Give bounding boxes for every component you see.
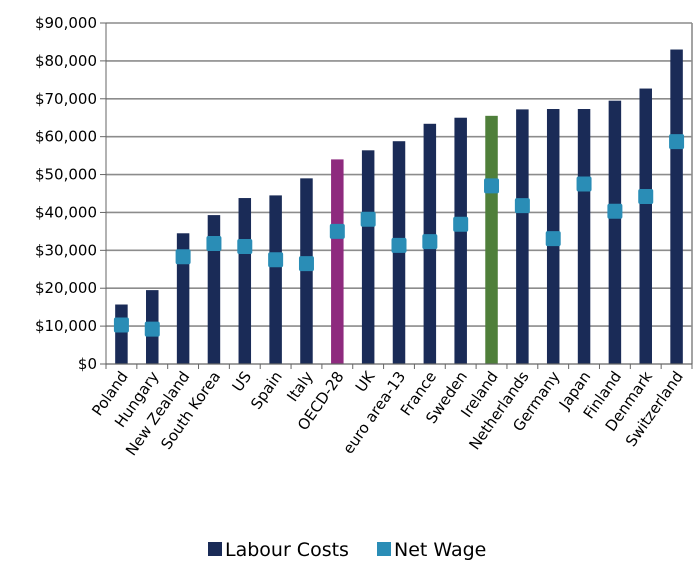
x-tick-label: Spain [247, 368, 286, 413]
y-tick-label: $30,000 [35, 241, 97, 259]
net-wage-marker [638, 189, 654, 205]
y-tick-label: $70,000 [35, 90, 97, 108]
x-tick-label: US [229, 368, 256, 395]
net-wage-marker [545, 231, 561, 247]
bar-spain [269, 195, 282, 364]
bar-japan [577, 109, 591, 364]
net-wage-marker [206, 236, 222, 252]
net-wage-marker [422, 234, 438, 250]
bar-switzerland [670, 49, 683, 365]
y-tick-label: $90,000 [35, 14, 97, 32]
net-wage-marker [669, 134, 685, 150]
net-wage-marker [484, 178, 500, 194]
net-wage-marker [175, 249, 191, 265]
bar-sweden [454, 117, 467, 364]
net-wage-marker [391, 237, 407, 253]
bar-us [238, 198, 252, 364]
bar-italy [300, 178, 313, 364]
legend-label-labour-costs: Labour Costs [225, 539, 349, 561]
y-tick-label: $10,000 [35, 317, 97, 335]
net-wage-marker [329, 223, 345, 239]
net-wage-marker [514, 198, 530, 214]
net-wage-marker [237, 239, 253, 255]
bar-south-korea [207, 215, 221, 364]
bar-ireland [485, 115, 498, 364]
bar-netherlands [516, 109, 529, 365]
bar-new-zealand [176, 233, 190, 364]
net-wage-marker [576, 176, 592, 192]
net-wage-marker [607, 203, 623, 219]
net-wage-marker [360, 211, 376, 227]
legend-swatch-labour-costs [208, 542, 222, 556]
bar-poland [115, 304, 128, 364]
legend-swatch-net-wage [377, 542, 391, 556]
y-tick-label: $50,000 [35, 166, 97, 184]
y-tick-label: $0 [78, 355, 97, 373]
net-wage-marker [113, 317, 129, 333]
y-axis: $0 $10,000 $20,000 $30,000 $40,000 $50,000 $60… [35, 14, 693, 373]
bar-finland [608, 100, 622, 364]
bar-denmark [639, 88, 652, 364]
net-wage-marker [298, 256, 314, 272]
x-tick-label: UK [352, 367, 379, 395]
legend: Labour Costs Net Wage [208, 539, 486, 561]
y-tick-label: $40,000 [35, 203, 97, 221]
y-tick-label: $80,000 [35, 52, 97, 70]
bar-series [115, 49, 683, 365]
legend-label-net-wage: Net Wage [394, 539, 486, 561]
bar-uk [361, 150, 375, 364]
bar-oecd-28 [331, 159, 344, 364]
net-wage-marker [453, 216, 469, 232]
marker-series [113, 134, 685, 337]
y-tick-label: $60,000 [35, 128, 97, 146]
net-wage-marker [144, 321, 160, 337]
net-wage-marker [268, 252, 284, 268]
y-tick-label: $20,000 [35, 279, 97, 297]
